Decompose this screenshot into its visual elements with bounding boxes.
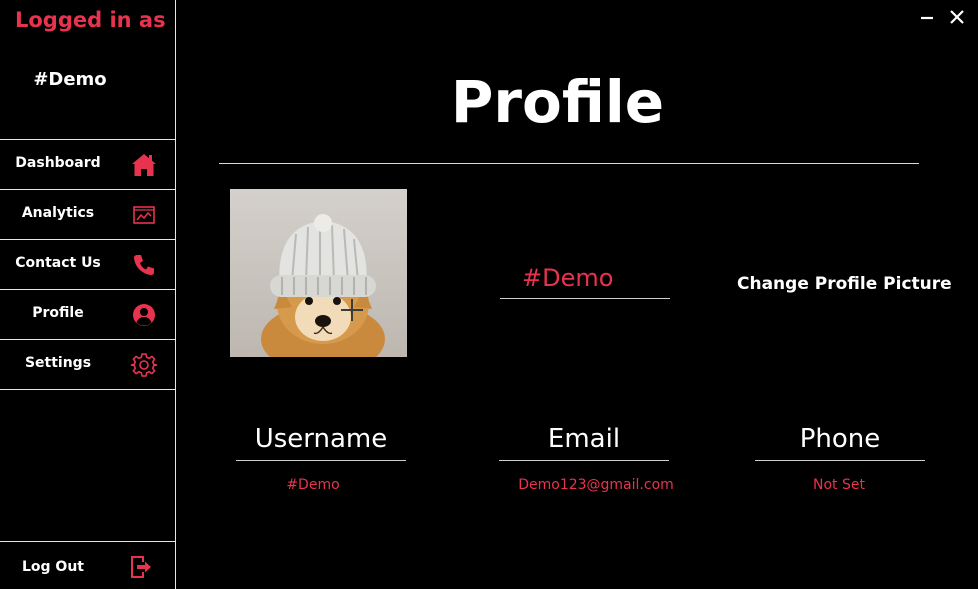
sidebar-item-dashboard[interactable]: Dashboard: [0, 139, 175, 188]
sidebar-item-contact-us[interactable]: Contact Us: [0, 239, 175, 288]
sidebar-item-label: Profile: [32, 305, 84, 321]
page-title: Profile: [450, 68, 665, 136]
display-name: #Demo: [522, 264, 614, 292]
sidebar-divider: [0, 389, 175, 390]
username-heading: Username: [236, 422, 406, 461]
close-icon[interactable]: [946, 6, 968, 28]
logout-label: Log Out: [22, 559, 84, 575]
gear-icon: [130, 353, 158, 377]
sidebar: Logged in as #Demo Dashboard Analytics C…: [0, 0, 176, 589]
phone-icon: [134, 255, 154, 275]
sidebar-item-label: Settings: [24, 355, 92, 371]
username-value: #Demo: [286, 477, 340, 493]
logout-icon: [131, 556, 151, 578]
sidebar-item-analytics[interactable]: Analytics: [0, 189, 175, 238]
minimize-icon[interactable]: [916, 6, 938, 28]
sidebar-item-profile[interactable]: Profile: [0, 289, 175, 338]
title-divider: [219, 163, 919, 164]
email-heading: Email: [499, 422, 669, 461]
logged-in-label: Logged in as: [15, 8, 166, 32]
sidebar-item-label: Analytics: [21, 205, 95, 221]
chart-icon: [133, 206, 155, 224]
user-icon: [133, 304, 155, 326]
sidebar-item-settings[interactable]: Settings: [0, 339, 175, 388]
profile-picture[interactable]: [230, 189, 407, 357]
phone-value: Not Set: [813, 477, 865, 493]
logged-in-username: #Demo: [33, 69, 107, 90]
home-icon: [132, 154, 156, 176]
logout-button[interactable]: Log Out: [0, 541, 175, 589]
email-value: Demo123@gmail.com: [518, 477, 674, 493]
display-name-field: #Demo: [500, 262, 670, 299]
phone-heading: Phone: [755, 422, 925, 461]
sidebar-item-label: Contact Us: [15, 255, 101, 271]
change-profile-picture-button[interactable]: Change Profile Picture: [737, 274, 952, 294]
profile-picture-image: [230, 189, 407, 357]
sidebar-item-label: Dashboard: [15, 155, 101, 171]
